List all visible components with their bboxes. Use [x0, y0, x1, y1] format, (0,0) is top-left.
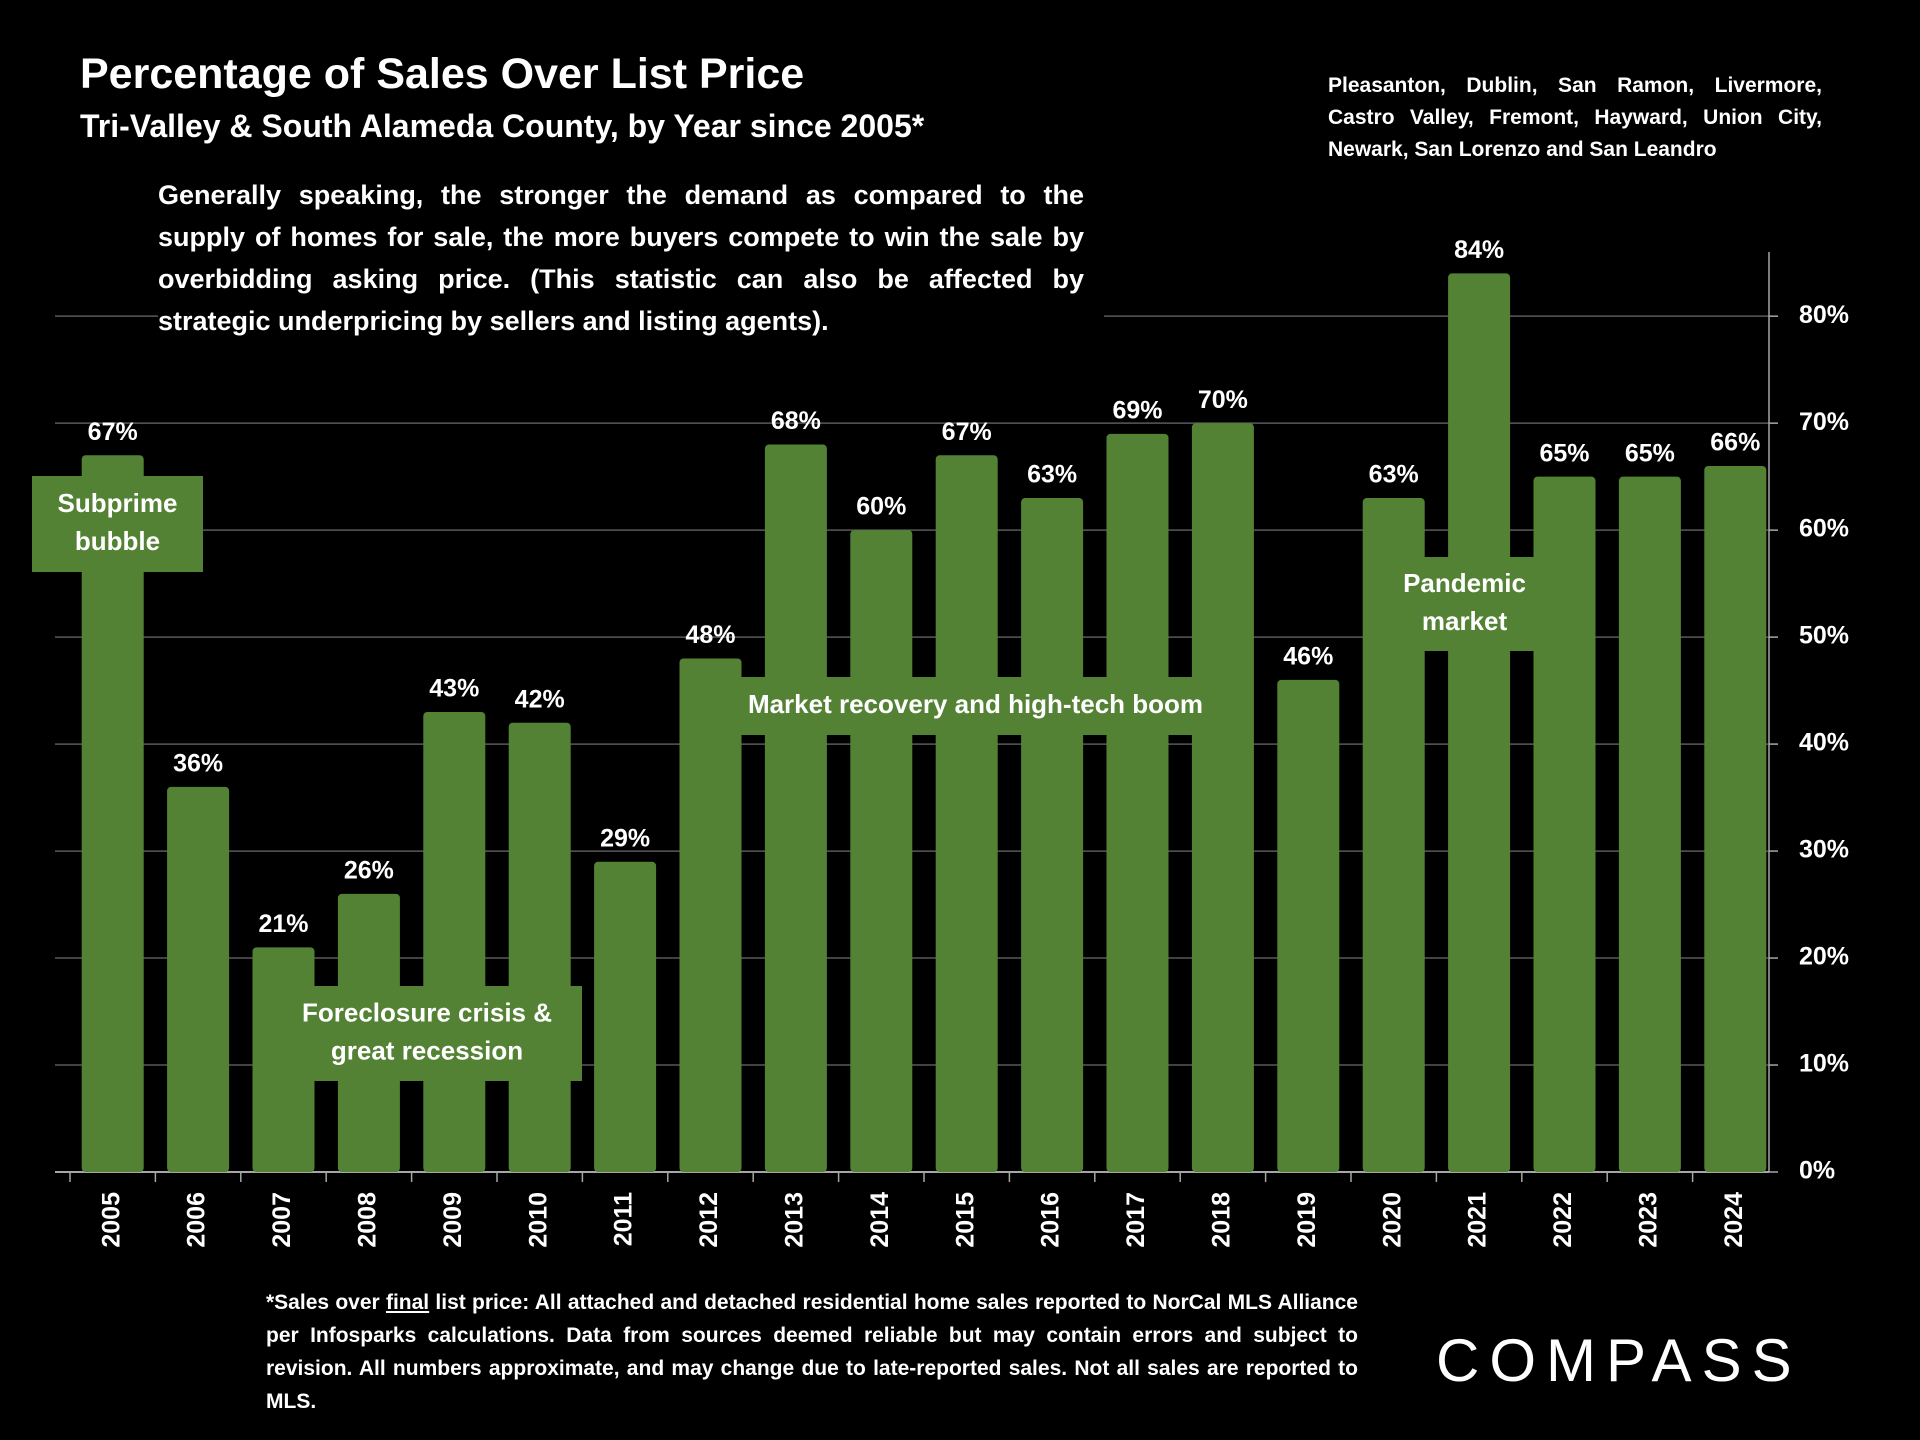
footnote: *Sales over final list price: All attach… — [266, 1286, 1358, 1418]
x-tick-label: 2011 — [610, 1192, 638, 1246]
x-tick-label: 2012 — [695, 1192, 723, 1248]
bar — [1191, 423, 1254, 1172]
value-label: 67% — [88, 418, 138, 446]
x-tick-label: 2019 — [1293, 1192, 1321, 1248]
logo: COMPASS — [1436, 1327, 1802, 1394]
annotation-box — [1384, 557, 1545, 651]
annotation: Subprime — [58, 488, 178, 518]
value-label: 65% — [1539, 439, 1589, 467]
x-tick-label: 2024 — [1720, 1192, 1748, 1248]
footnote-text: final — [385, 1291, 430, 1314]
x-tick-label: 2018 — [1208, 1192, 1236, 1248]
x-tick-label: 2014 — [866, 1192, 894, 1248]
value-label: 65% — [1625, 439, 1675, 467]
bar — [935, 455, 998, 1172]
y-tick-label: 40% — [1799, 729, 1849, 757]
y-tick-label: 0% — [1799, 1157, 1835, 1185]
annotation-box — [32, 476, 203, 572]
value-label: 42% — [515, 685, 565, 713]
bar — [1277, 679, 1340, 1172]
bar — [850, 530, 913, 1172]
x-tick-label: 2020 — [1378, 1192, 1406, 1248]
annotation: Pandemic — [1403, 568, 1526, 598]
bar — [508, 722, 571, 1172]
x-tick-label: 2016 — [1037, 1192, 1065, 1248]
bar — [1704, 465, 1767, 1172]
chart-subtitle: Tri-Valley & South Alameda County, by Ye… — [80, 108, 925, 144]
y-tick-label: 10% — [1799, 1050, 1849, 1078]
y-tick-label: 50% — [1799, 622, 1849, 650]
y-tick-label: 60% — [1799, 515, 1849, 543]
bar — [81, 455, 144, 1172]
annotation-box — [272, 986, 582, 1081]
value-label: 21% — [258, 910, 308, 938]
value-label: 29% — [600, 824, 650, 852]
bar — [1021, 498, 1084, 1172]
bar — [1448, 273, 1511, 1172]
x-tick-label: 2017 — [1122, 1192, 1150, 1248]
value-label: 67% — [942, 418, 992, 446]
annotation: Foreclosure crisis & — [302, 997, 552, 1027]
x-tick-label: 2005 — [97, 1192, 125, 1248]
description: Generally speaking, the stronger the dem… — [158, 174, 1104, 346]
annotation: market — [1422, 606, 1508, 636]
value-label: 69% — [1112, 396, 1162, 424]
value-label: 60% — [856, 493, 906, 521]
y-tick-label: 80% — [1799, 301, 1849, 329]
bar — [1533, 476, 1596, 1173]
x-tick-label: 2009 — [439, 1192, 467, 1248]
annotation-box — [704, 677, 1247, 735]
value-label: 48% — [685, 621, 735, 649]
bar — [594, 861, 657, 1172]
value-label: 63% — [1027, 461, 1077, 489]
y-tick-label: 20% — [1799, 943, 1849, 971]
value-label: 68% — [771, 407, 821, 435]
region-note: Pleasanton, Dublin, San Ramon, Livermore… — [1328, 74, 1822, 161]
bar — [167, 786, 230, 1172]
bar — [1106, 433, 1169, 1172]
value-label: 26% — [344, 856, 394, 884]
footnote-text: *Sales over — [266, 1291, 386, 1314]
value-label: 36% — [173, 749, 223, 777]
annotation: great recession — [331, 1035, 523, 1065]
y-tick-label: 70% — [1799, 408, 1849, 436]
value-label: 63% — [1369, 461, 1419, 489]
bar — [764, 444, 827, 1173]
footnote-text: list price: All attached and detached re… — [266, 1291, 1358, 1413]
bar — [679, 658, 742, 1172]
bar — [1362, 498, 1425, 1172]
x-tick-label: 2013 — [781, 1192, 809, 1248]
x-tick-label: 2023 — [1635, 1192, 1663, 1248]
value-label: 66% — [1710, 429, 1760, 457]
annotation: Market recovery and high-tech boom — [748, 689, 1203, 719]
x-tick-label: 2006 — [183, 1192, 211, 1248]
value-label: 70% — [1198, 386, 1248, 414]
value-label: 46% — [1283, 643, 1333, 671]
value-label: 84% — [1454, 236, 1504, 264]
x-tick-label: 2007 — [268, 1192, 296, 1248]
x-tick-label: 2022 — [1549, 1192, 1577, 1248]
x-tick-label: 2010 — [524, 1192, 552, 1248]
x-tick-label: 2015 — [951, 1192, 979, 1248]
x-tick-label: 2021 — [1464, 1192, 1492, 1248]
x-tick-label: 2008 — [354, 1192, 382, 1248]
value-label: 43% — [429, 675, 479, 703]
bar — [423, 712, 486, 1172]
bar — [1618, 476, 1681, 1173]
annotation: bubble — [75, 526, 160, 556]
chart-title: Percentage of Sales Over List Price — [80, 50, 805, 98]
y-tick-label: 30% — [1799, 836, 1849, 864]
